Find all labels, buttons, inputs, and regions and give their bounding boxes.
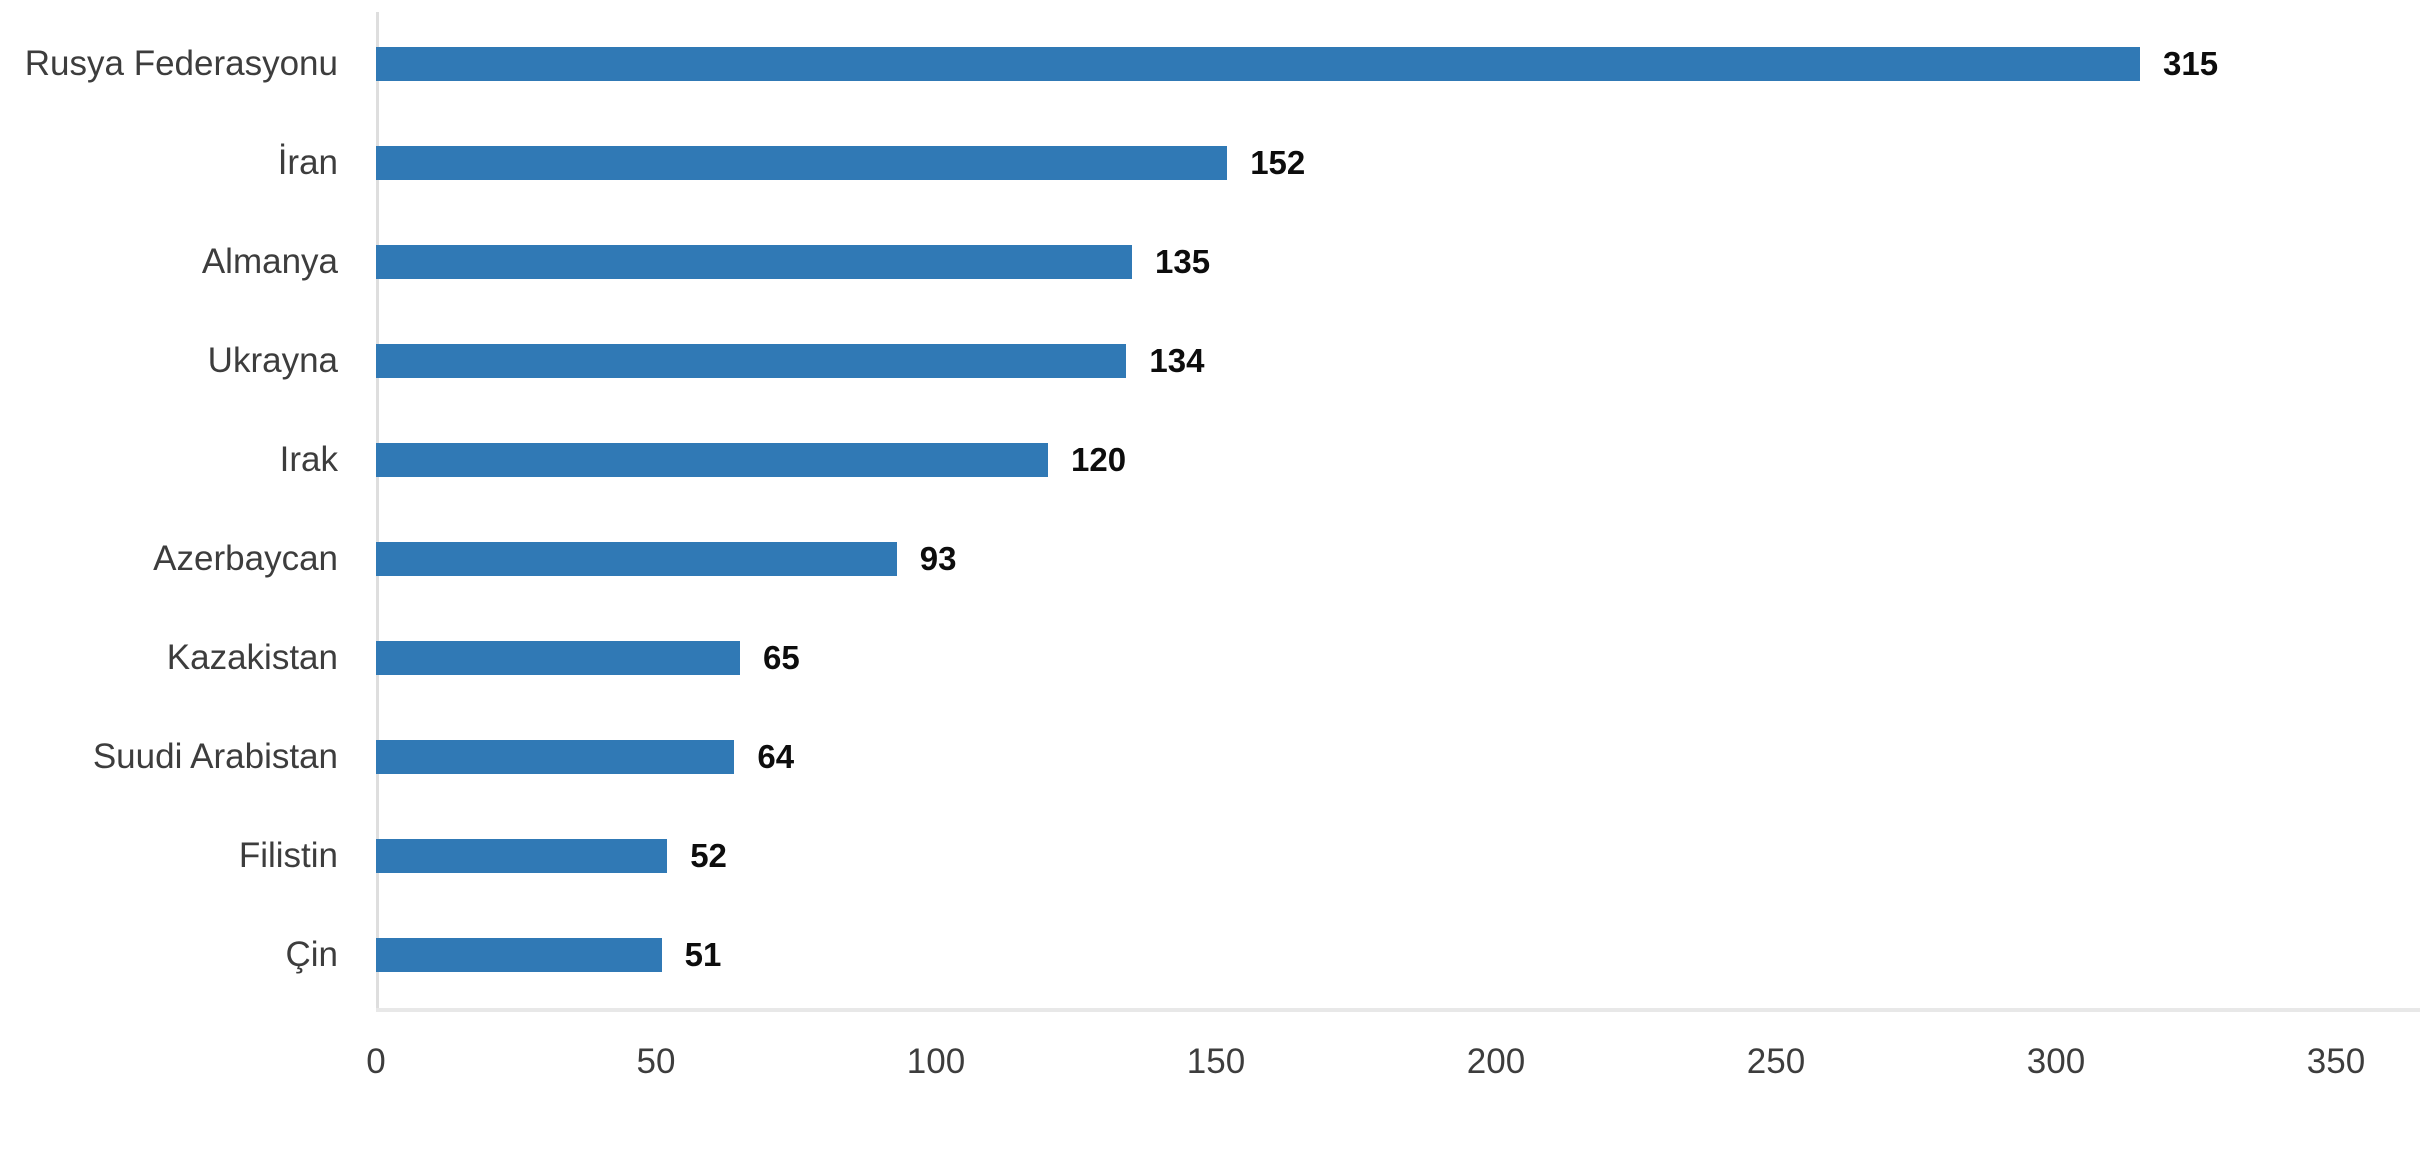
value-label: 120	[1071, 441, 1127, 478]
value-label: 152	[1250, 144, 1306, 181]
bar-track: 134	[376, 311, 2336, 410]
bar-row: Suudi Arabistan 64	[0, 707, 2420, 806]
bar-row: Çin 51	[0, 905, 2420, 1004]
bar-track: 315	[376, 14, 2336, 113]
bar-row: Ukrayna 134	[0, 311, 2420, 410]
category-label: Suudi Arabistan	[92, 737, 338, 776]
x-axis: 0 50 100 150 200 250 300 350	[366, 1042, 2365, 1094]
bar-rows: Rusya Federasyonu 315 İran 152 Almanya 1…	[0, 14, 2420, 1004]
bar-track: 52	[376, 806, 2336, 905]
value-label: 135	[1155, 243, 1211, 280]
x-tick-label: 300	[2026, 1042, 2086, 1081]
bar-row: Rusya Federasyonu 315	[0, 14, 2420, 113]
category-label: Azerbaycan	[153, 539, 338, 578]
bar-row: Irak 120	[0, 410, 2420, 509]
bar-row: Filistin 52	[0, 806, 2420, 905]
x-tick-label: 150	[1186, 1042, 1246, 1081]
data-bar	[376, 46, 2140, 81]
x-tick-label: 0	[366, 1042, 386, 1081]
x-tick-label: 50	[636, 1042, 676, 1081]
bar-track: 64	[376, 707, 2336, 806]
bar-row: Almanya 135	[0, 212, 2420, 311]
value-label: 315	[2163, 45, 2219, 82]
y-axis-line	[376, 12, 379, 1010]
bar-row: Kazakistan 65	[0, 608, 2420, 707]
data-bar	[376, 145, 1228, 180]
x-tick-label: 250	[1746, 1042, 1806, 1081]
bar-track: 135	[376, 212, 2336, 311]
value-label: 93	[919, 540, 957, 577]
category-label: İran	[277, 143, 338, 182]
data-bar	[376, 838, 668, 873]
value-label: 65	[763, 639, 800, 676]
category-label: Rusya Federasyonu	[24, 44, 338, 83]
data-bar	[376, 937, 662, 972]
value-label: 64	[757, 738, 795, 775]
bar-track: 51	[376, 905, 2336, 1004]
bar-row: Azerbaycan 93	[0, 509, 2420, 608]
bar-track: 93	[376, 509, 2336, 608]
data-bar	[376, 541, 897, 576]
data-bar	[376, 244, 1132, 279]
x-tick-label: 200	[1466, 1042, 1526, 1081]
category-label: Almanya	[201, 242, 338, 281]
category-label: Filistin	[238, 836, 338, 875]
data-bar	[376, 739, 735, 774]
category-label: Ukrayna	[207, 341, 338, 380]
category-label: Çin	[285, 935, 338, 974]
category-label: Irak	[279, 440, 338, 479]
x-tick-label: 350	[2306, 1042, 2366, 1081]
data-bar	[376, 442, 1048, 477]
value-label: 134	[1149, 342, 1205, 379]
value-label: 52	[690, 837, 727, 874]
value-label: 51	[684, 936, 722, 973]
x-axis-baseline	[376, 1008, 2420, 1012]
category-label: Kazakistan	[166, 638, 338, 677]
data-bar	[376, 640, 740, 675]
bar-track: 65	[376, 608, 2336, 707]
x-tick-label: 100	[906, 1042, 966, 1081]
data-bar	[376, 343, 1127, 378]
bar-track: 120	[376, 410, 2336, 509]
bar-track: 152	[376, 113, 2336, 212]
bar-row: İran 152	[0, 113, 2420, 212]
